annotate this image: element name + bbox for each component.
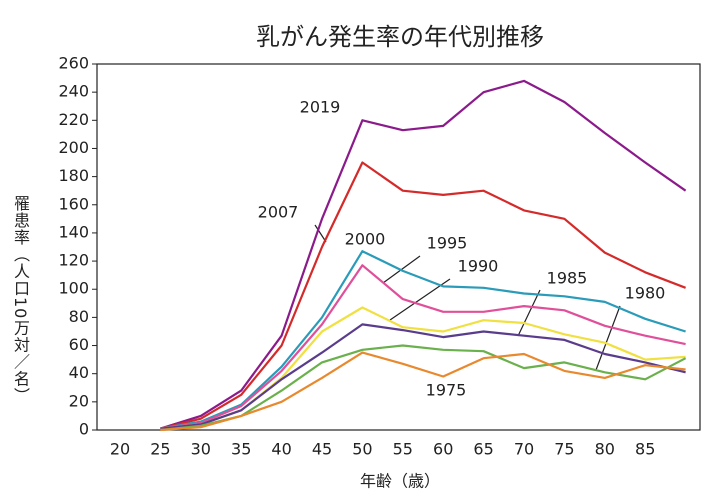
series-annotation: 1980 (625, 284, 666, 303)
x-tick-label: 45 (312, 440, 332, 459)
x-tick-label: 60 (433, 440, 453, 459)
series-annotation: 2019 (300, 98, 341, 117)
series-line (160, 323, 686, 430)
series-annotation: 2007 (258, 203, 299, 222)
x-tick-label: 50 (352, 440, 372, 459)
y-tick-label: 200 (58, 138, 89, 157)
series-line (160, 79, 687, 430)
y-tick-label: 260 (58, 54, 89, 73)
x-tick-label: 85 (635, 440, 655, 459)
y-tick-label: 20 (69, 391, 89, 410)
y-tick-label: 100 (58, 279, 89, 298)
series-annotation: 1990 (458, 257, 499, 276)
x-tick-label: 20 (110, 440, 130, 459)
chart-title: 乳がん発生率の年代別推移 (256, 23, 544, 51)
x-tick-label: 35 (231, 440, 251, 459)
y-tick-label: 120 (58, 251, 89, 270)
x-tick-label: 70 (514, 440, 534, 459)
y-tick-label: 140 (58, 222, 89, 241)
x-tick-label: 80 (595, 440, 615, 459)
series-line (160, 264, 686, 430)
series-annotation: 2000 (345, 230, 386, 249)
x-tick-label: 30 (191, 440, 211, 459)
y-tick-label: 0 (79, 420, 89, 439)
y-tick-label: 240 (58, 82, 89, 101)
series-line (160, 250, 686, 430)
x-axis-label: 年齢（歳） (360, 472, 440, 491)
y-tick-label: 180 (58, 166, 89, 185)
series-annotation: 1975 (426, 381, 467, 400)
series-annotation: 1995 (427, 234, 468, 253)
x-tick-label: 65 (473, 440, 493, 459)
x-tick-label: 40 (271, 440, 291, 459)
plot-frame (96, 63, 701, 431)
x-tick-label: 25 (150, 440, 170, 459)
x-tick-label: 75 (554, 440, 574, 459)
y-tick-label: 160 (58, 194, 89, 213)
y-tick-label: 40 (69, 363, 89, 382)
y-tick-label: 80 (69, 307, 89, 326)
series-line (160, 161, 686, 430)
y-tick-label: 60 (69, 335, 89, 354)
y-tick-label: 220 (58, 110, 89, 129)
x-tick-label: 55 (393, 440, 413, 459)
y-axis-label: 罹患率（人口10万対／名） (11, 195, 30, 405)
series-annotation: 1985 (547, 269, 588, 288)
series-line (160, 351, 686, 432)
series-line (160, 344, 687, 432)
